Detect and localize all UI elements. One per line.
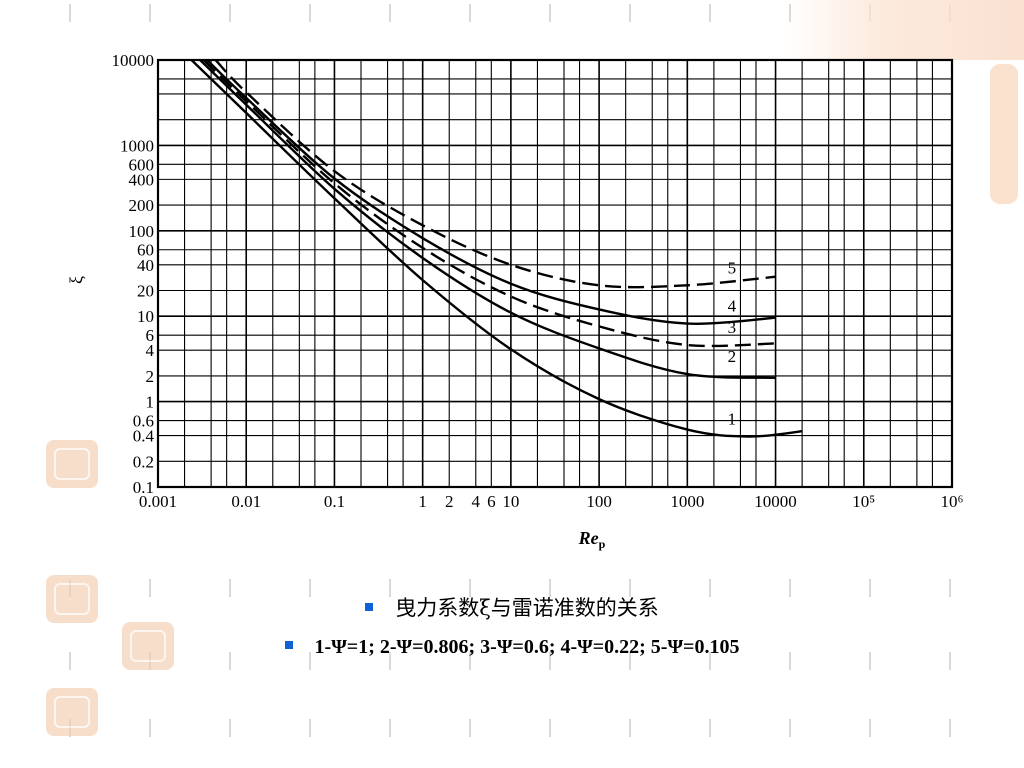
seal-stamp-icon [46,575,98,623]
y-tick-label: 6 [146,326,155,345]
y-tick-label: 0.1 [133,478,154,497]
y-tick-label: 60 [137,241,154,260]
y-tick-label: 0.6 [133,412,154,431]
y-tick-label: 10000 [112,51,155,70]
curve-2 [199,60,776,379]
caption-text-2: 1-Ψ=1; 2-Ψ=0.806; 3-Ψ=0.6; 4-Ψ=0.22; 5-Ψ… [314,636,740,658]
y-tick-label: 20 [137,281,154,300]
x-tick-label: 6 [487,492,496,511]
bullet-icon [365,602,374,611]
seal-stamp-icon [46,688,98,736]
y-tick-label: 10 [137,307,154,326]
x-tick-label: 0.01 [231,492,261,511]
y-tick-label: 4 [146,341,155,360]
x-tick-label: 10000 [754,492,797,511]
decorative-calligraphy-corner [784,0,1024,60]
x-tick-label: 0.1 [324,492,345,511]
chart-grid [156,58,954,489]
curve-1 [190,60,803,438]
y-tick-label: 200 [129,196,155,215]
curve-5 [214,60,776,289]
y-tick-label: 2 [146,367,155,386]
x-tick-label: 100 [586,492,612,511]
seal-stamp-icon [46,440,98,488]
caption-line-1: 曳力系数ξ与雷诺准数的关系 [0,592,1024,622]
caption-text-1: 曳力系数ξ与雷诺准数的关系 [395,596,659,620]
y-tick-label: 1 [146,393,155,412]
seal-stamp-icon [122,622,174,670]
y-tick-label: 600 [129,155,155,174]
y-tick-label: 0.4 [133,427,155,446]
curve-label-4: 4 [728,297,737,316]
y-axis-label: ξ [66,276,86,284]
x-axis-label: Rep [578,528,606,551]
curve-4 [206,60,776,325]
drag-coefficient-chart: 0.001 0.01 0.1 1 2 4 6 10 100 1000 10000 10⁵ 10⁶ 100… [66,51,964,551]
curve-label-5: 5 [728,258,737,277]
y-tick-label: 400 [129,170,155,189]
y-tick-label: 40 [137,256,154,275]
plot-frame [156,58,954,489]
caption-line-2: 1-Ψ=1; 2-Ψ=0.806; 3-Ψ=0.6; 4-Ψ=0.22; 5-Ψ… [0,636,1024,659]
x-tick-label: 1000 [670,492,704,511]
x-tick-label: 10⁶ [941,492,964,511]
curve-label-2: 2 [728,347,737,366]
bullet-icon [284,641,293,650]
curve-3 [202,60,776,348]
y-tick-label: 1000 [120,136,154,155]
y-tick-label: 100 [129,222,155,241]
chart-curves [190,60,803,438]
x-axis-tick-labels: 0.001 0.01 0.1 1 2 4 6 10 100 1000 10000 10⁵ 10⁶ [139,492,964,511]
x-tick-label: 10⁵ [852,492,875,511]
curve-label-1: 1 [728,410,737,429]
x-tick-label: 0.001 [139,492,177,511]
x-tick-label: 1 [418,492,427,511]
x-tick-label: 10 [502,492,519,511]
decorative-calligraphy-side [990,64,1018,204]
curve-label-3: 3 [728,318,737,337]
y-tick-label: 0.2 [133,452,154,471]
x-tick-label: 4 [472,492,481,511]
curve-labels: 1 2 3 4 5 [728,258,737,428]
x-tick-label: 2 [445,492,454,511]
